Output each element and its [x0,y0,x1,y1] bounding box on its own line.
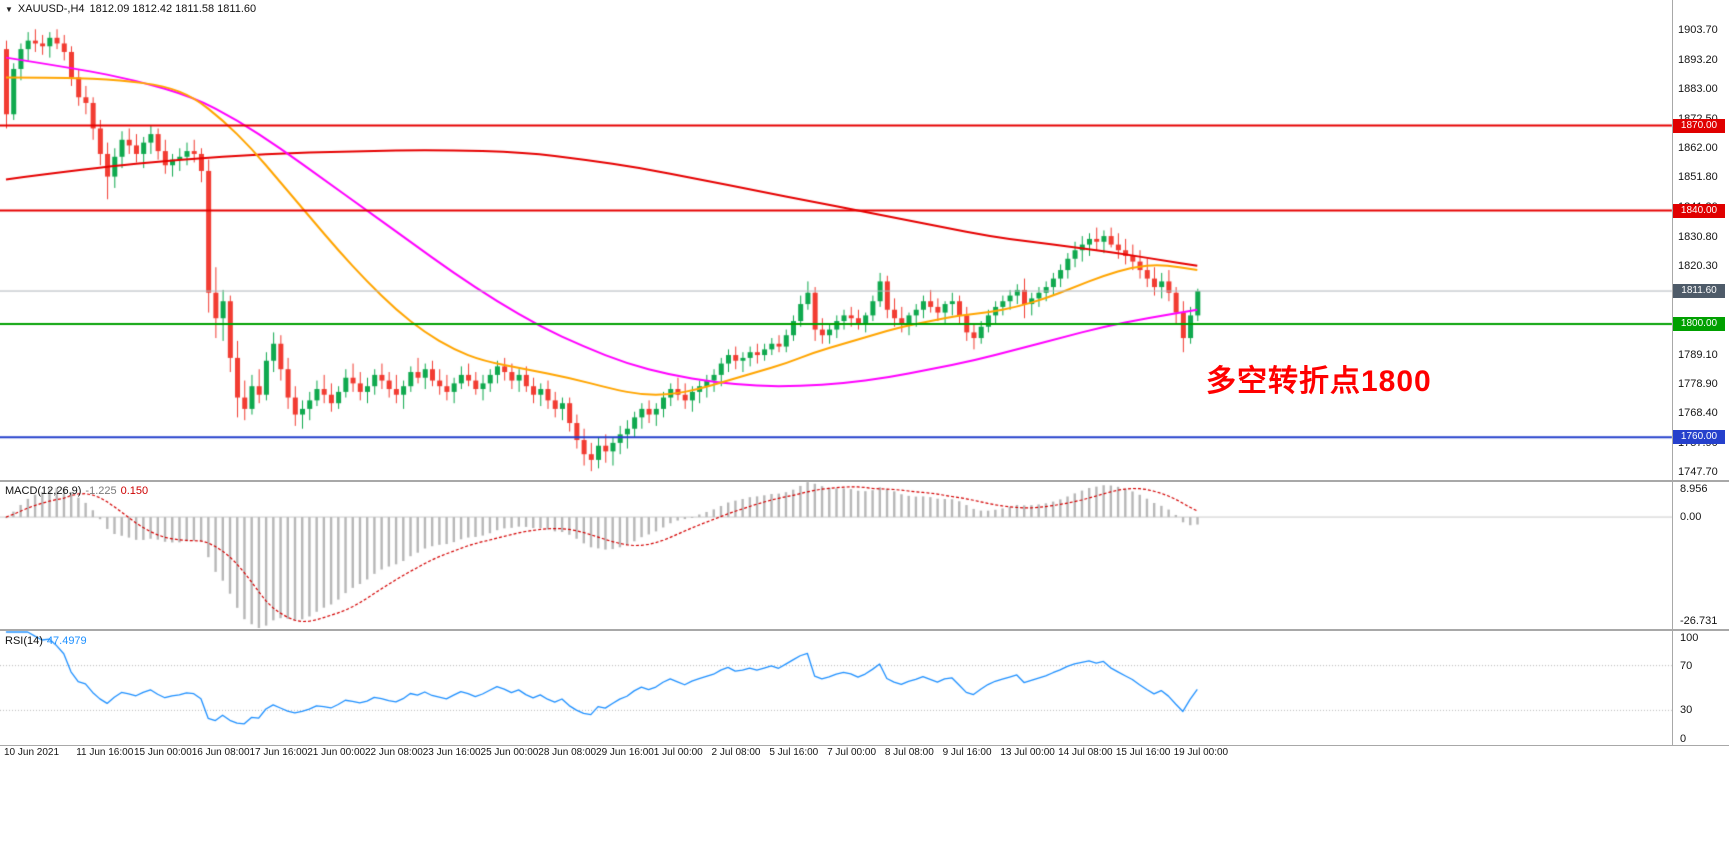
chart-title: ▼ XAUUSD-,H4 1812.09 1812.42 1811.58 181… [5,3,256,15]
macd-name: MACD(12,26,9) [5,485,82,497]
macd-main-value: -1.225 [85,485,117,497]
symbol-timeframe-label: XAUUSD-,H4 [17,3,85,15]
date-axis-label: 21 Jun 00:00 [307,747,366,758]
symbol-dropdown-icon[interactable]: ▼ [5,4,13,14]
rsi-value: 47.4979 [46,635,87,647]
macd-axis-max: 8.956 [1680,483,1708,495]
annotation-text: 多空转折点1800 [1206,365,1432,398]
macd-signal-value: 0.150 [120,485,149,497]
rsi-axis-70: 70 [1680,659,1693,672]
date-axis-label: 8 Jul 08:00 [884,747,934,758]
date-axis-label: 17 Jun 16:00 [249,747,308,758]
rsi-name: RSI(14) [5,635,43,647]
macd-axis-min: -26.731 [1680,615,1718,627]
date-axis-label: 29 Jun 16:00 [596,747,654,758]
price-axis-label: 1789.10 [1678,348,1718,361]
date-axis-label: 10 Jun 2021 [4,747,60,758]
date-axis-label: 25 Jun 00:00 [480,747,539,758]
date-axis-label: 22 Jun 08:00 [365,747,423,758]
date-axis-label: 1 Jul 00:00 [653,747,703,758]
price-axis-label: 1747.70 [1678,466,1718,479]
date-axis-label: 2 Jul 08:00 [711,747,761,758]
price-badge-pivot-1800: 1800.00 [1673,316,1725,331]
price-axis-label: 1820.30 [1678,260,1718,273]
rsi-axis-100: 100 [1680,632,1699,644]
date-axis-label: 19 Jul 00:00 [1173,747,1229,758]
date-axis-label: 14 Jul 08:00 [1058,747,1113,758]
macd-axis-zero: 0.00 [1680,511,1702,524]
pane-divider-rsi-dates [0,745,1729,746]
price-axis-label: 1862.00 [1678,142,1718,155]
rsi-axis-30: 30 [1680,704,1693,717]
price-axis-label: 1893.20 [1678,53,1718,66]
date-axis-label: 16 Jun 08:00 [191,747,250,758]
date-axis-label: 28 Jun 08:00 [538,747,597,758]
ohlc-values: 1812.09 1812.42 1811.58 1811.60 [89,3,257,15]
price-badge-resistance-1840: 1840.00 [1673,203,1725,218]
pane-divider-main-macd[interactable] [0,480,1729,482]
price-axis-label: 1883.00 [1678,82,1718,95]
date-axis-label: 15 Jun 00:00 [133,747,192,758]
price-axis-label: 1830.80 [1678,230,1718,243]
date-axis-label: 15 Jul 16:00 [1115,747,1171,758]
price-axis-label: 1851.80 [1678,171,1718,184]
date-axis-label: 9 Jul 16:00 [942,747,992,758]
date-axis-label: 23 Jun 16:00 [422,747,481,758]
price-badge-current-price: 1811.60 [1673,284,1725,299]
date-axis-label: 13 Jul 00:00 [1000,747,1055,758]
price-axis-label: 1903.70 [1678,24,1718,37]
date-axis-label: 5 Jul 16:00 [769,747,819,758]
rsi-axis-0: 0 [1680,733,1687,745]
date-axis-label: 7 Jul 00:00 [827,747,877,758]
price-badge-resistance-1870: 1870.00 [1673,118,1725,133]
price-badge-support-1760: 1760.00 [1673,430,1725,445]
macd-indicator-label: MACD(12,26,9) -1.225 0.150 [5,485,148,497]
pane-divider-macd-rsi[interactable] [0,629,1729,631]
price-axis-label: 1778.90 [1678,377,1718,390]
rsi-indicator-label: RSI(14) 47.4979 [5,635,87,647]
date-axis-label: 11 Jun 16:00 [76,747,134,758]
price-axis-label: 1768.40 [1678,407,1718,420]
price-axis-separator [1672,0,1673,746]
